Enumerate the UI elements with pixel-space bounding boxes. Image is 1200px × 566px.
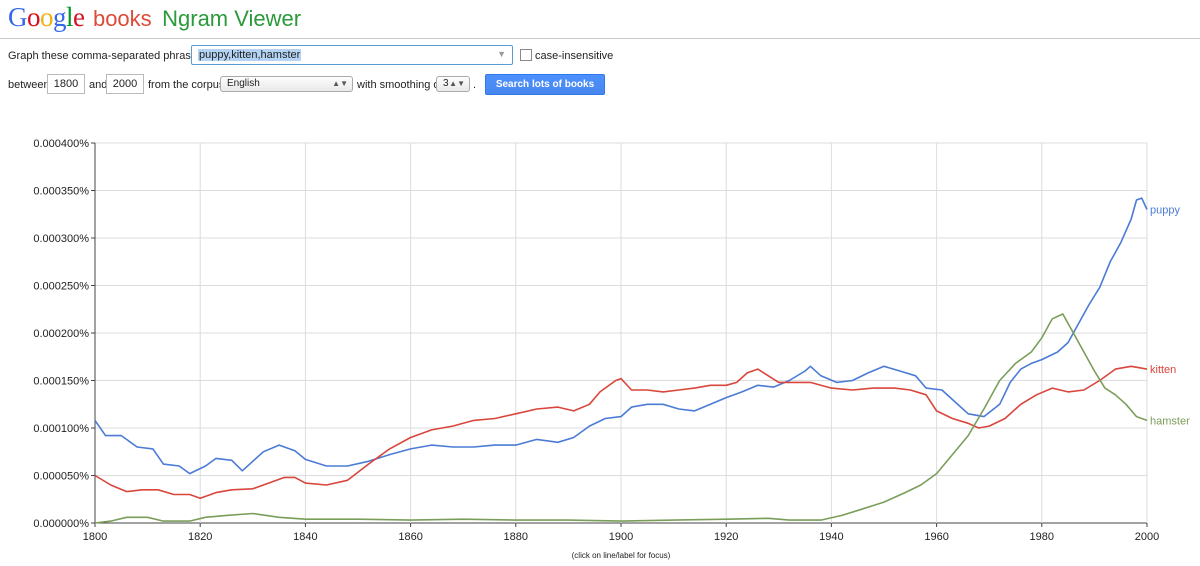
y-tick-label: 0.000100% [33, 423, 89, 435]
x-tick-label: 1840 [293, 531, 317, 543]
between-label: between [8, 79, 50, 91]
logo-letter: G [8, 2, 28, 32]
series-line-kitten[interactable] [94, 365, 1148, 500]
logo-letter: o [27, 2, 41, 32]
series-line-hamster[interactable] [94, 313, 1148, 524]
select-arrows-icon[interactable]: ▲▼ [332, 79, 348, 88]
phrases-input-value[interactable]: puppy,kitten,hamster [198, 49, 302, 61]
start-year-input[interactable]: 1800 [47, 74, 85, 94]
x-tick-label: 1860 [398, 531, 422, 543]
x-tick-label: 1900 [609, 531, 633, 543]
google-logo[interactable]: Google [8, 2, 85, 32]
smoothing-label: with smoothing of [357, 79, 443, 91]
smoothing-select[interactable]: 3 ▲▼ [436, 76, 470, 92]
phrases-label: Graph these comma-separated phrases: [8, 50, 206, 62]
x-tick-label: 1880 [504, 531, 528, 543]
y-tick-label: 0.000150% [33, 376, 89, 388]
x-tick-label: 1960 [924, 531, 948, 543]
series-label-puppy[interactable]: puppy [1150, 205, 1180, 217]
logo-letter: l [66, 2, 74, 32]
logo-letter: o [40, 2, 54, 32]
search-button[interactable]: Search lots of books [485, 74, 605, 95]
case-insensitive-label[interactable]: case-insensitive [535, 50, 614, 62]
y-tick-label: 0.000350% [33, 186, 89, 198]
dropdown-arrow-icon[interactable]: ▼ [497, 49, 506, 59]
x-tick-label: 1820 [188, 531, 212, 543]
chart-grid [94, 142, 1148, 524]
x-tick-label: 1940 [819, 531, 843, 543]
chart-series[interactable]: puppy kitten hamster [94, 197, 1190, 524]
series-label-kitten[interactable]: kitten [1150, 364, 1176, 376]
logo-letter: e [73, 2, 85, 32]
x-tick-label: 1800 [83, 531, 107, 543]
x-tick-label: 2000 [1135, 531, 1159, 543]
chart-axes: 0.000000% 0.000050% 0.000100% 0.000150% 0.00… [33, 138, 1159, 543]
series-label-hamster[interactable]: hamster [1150, 415, 1190, 427]
header: Google books Ngram Viewer [8, 2, 301, 36]
and-label: and [89, 79, 108, 91]
focus-hint: (click on line/label for focus) [572, 551, 671, 560]
corpus-select-value[interactable]: English [227, 78, 260, 89]
end-year-input[interactable]: 2000 [106, 74, 144, 94]
y-tick-label: 0.000050% [33, 471, 89, 483]
corpus-label: from the corpus [148, 79, 225, 91]
x-tick-label: 1980 [1030, 531, 1054, 543]
y-tick-label: 0.000200% [33, 328, 89, 340]
header-divider [0, 38, 1200, 39]
logo-letter: g [53, 2, 67, 32]
smoothing-suffix: . [473, 79, 477, 91]
case-insensitive-checkbox[interactable] [520, 49, 532, 61]
x-tick-label: 1920 [714, 531, 738, 543]
corpus-select[interactable]: English ▲▼ [220, 76, 353, 92]
books-label: books [92, 6, 152, 31]
page-title: Ngram Viewer [162, 6, 302, 31]
smoothing-select-value[interactable]: 3 [443, 78, 449, 89]
y-tick-label: 0.000400% [33, 138, 89, 150]
y-tick-label: 0.000300% [33, 233, 89, 245]
series-line-puppy[interactable] [94, 197, 1148, 475]
y-tick-label: 0.000250% [33, 281, 89, 293]
y-tick-label: 0.000000% [33, 518, 89, 530]
select-arrows-icon[interactable]: ▲▼ [449, 79, 465, 88]
phrases-input[interactable]: puppy,kitten,hamster ▼ [191, 45, 513, 65]
